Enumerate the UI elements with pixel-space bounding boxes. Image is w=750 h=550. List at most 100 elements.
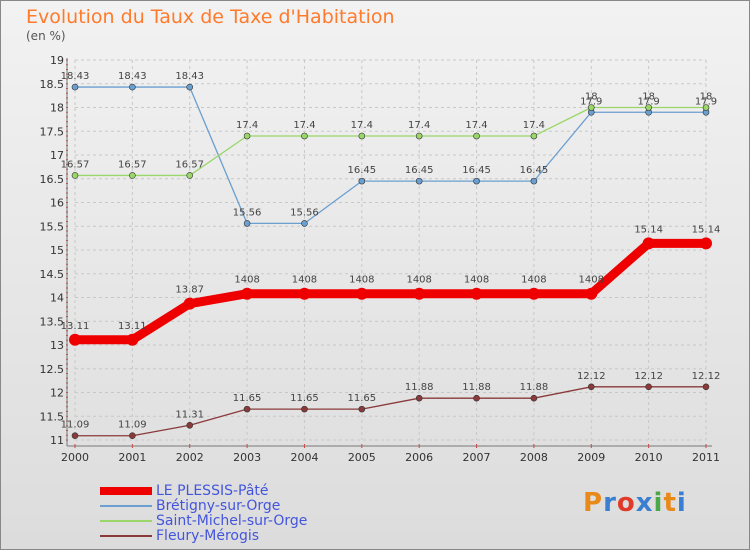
data-point: [186, 421, 194, 429]
data-label: 16.45: [520, 165, 549, 176]
axes: 11 11.5 12 12.5 13 13.5 14 14.5 15 15.5 16 16.5 17 17…: [40, 54, 721, 464]
data-point: [645, 383, 652, 391]
data-point: [358, 132, 366, 140]
data-point: [243, 220, 251, 227]
legend-item: Brétigny-sur-Orge: [100, 498, 340, 514]
data-point: [415, 394, 423, 402]
y-tick-label: 18: [50, 102, 64, 115]
data-point: [530, 394, 538, 402]
y-axis-unit: (en %): [26, 29, 66, 43]
data-point: [69, 333, 81, 346]
x-tick-label: 2011: [692, 451, 720, 464]
y-tick-label: 18.5: [40, 78, 65, 91]
data-label: 1408: [579, 275, 604, 286]
legend-label: Saint-Michel-sur-Orge: [156, 513, 308, 529]
legend-swatch: [100, 487, 152, 495]
data-point: [473, 394, 480, 402]
data-labels: 18.43 18.43 18.43 15.56 15.56 16.45 16.45 16.45…: [61, 71, 721, 431]
data-point: [129, 432, 136, 440]
legend-swatch: [100, 520, 152, 522]
y-tick-label: 16: [50, 197, 64, 210]
data-label: 1408: [292, 275, 317, 286]
data-point: [126, 333, 139, 346]
data-label: 17.4: [293, 120, 315, 131]
data-point: [585, 287, 598, 300]
y-tick-label: 13: [50, 339, 64, 352]
legend-item: Fleury-Mérogis: [100, 528, 340, 544]
data-point: [702, 383, 710, 391]
data-label: 11.31: [175, 409, 204, 420]
data-point: [129, 172, 136, 179]
data-label: 16.45: [405, 165, 434, 176]
grid: [74, 59, 707, 441]
data-point: [587, 104, 595, 111]
y-tick-label: 11: [50, 434, 64, 447]
data-label: 12.12: [692, 371, 721, 382]
data-label: 17.4: [465, 120, 487, 131]
logo-letter: o: [616, 488, 636, 518]
data-label: 13.11: [118, 321, 147, 332]
data-label: 18.43: [118, 71, 147, 82]
data-point: [415, 177, 423, 185]
chart-title: Evolution du Taux de Taxe d'Habitation: [26, 6, 395, 28]
legend-item: Saint-Michel-sur-Orge: [100, 513, 340, 529]
data-label: 17.9: [638, 96, 660, 107]
data-point: [241, 287, 254, 300]
x-tick-label: 2000: [61, 451, 89, 464]
y-tick-label: 17: [50, 149, 64, 162]
data-point: [530, 132, 538, 140]
data-point: [473, 132, 480, 140]
logo-letter: x: [635, 488, 654, 518]
legend: LE PLESSIS-Pâté Brétigny-sur-Orge Saint-Mi…: [100, 483, 340, 544]
data-label: 15.56: [233, 207, 262, 218]
data-point: [298, 287, 311, 300]
data-label: 1408: [349, 275, 374, 286]
data-label: 15.56: [290, 207, 319, 218]
data-label: 18: [700, 92, 713, 103]
data-point: [301, 132, 308, 140]
x-tick-label: 2004: [290, 451, 318, 464]
data-point: [527, 287, 540, 300]
logo-letter: i: [653, 488, 664, 518]
data-label: 12.12: [634, 371, 663, 382]
data-label: 17.4: [523, 120, 545, 131]
y-tick-label: 11.5: [40, 410, 65, 423]
data-point: [358, 177, 366, 185]
x-tick-label: 2002: [176, 451, 204, 464]
x-tick-label: 2008: [520, 451, 548, 464]
data-label: 17.9: [695, 96, 717, 107]
y-tick-label: 19: [50, 54, 64, 67]
x-tick-label: 2006: [405, 451, 433, 464]
legend-label: LE PLESSIS-Pâté: [156, 483, 269, 499]
data-point: [71, 432, 79, 440]
data-point: [301, 405, 308, 413]
data-label: 16.45: [462, 165, 491, 176]
data-point: [415, 132, 423, 140]
series-layer: [69, 83, 712, 440]
data-point: [470, 287, 483, 300]
data-label: 11.88: [520, 382, 549, 393]
data-point: [473, 177, 480, 185]
data-label: 11.88: [405, 382, 434, 393]
data-label: 1408: [234, 275, 259, 286]
data-label: 17.4: [408, 120, 430, 131]
data-label: 11.88: [462, 382, 491, 393]
y-tick-label: 14.5: [40, 268, 65, 281]
data-label: 18: [642, 92, 655, 103]
data-point: [702, 104, 710, 111]
data-point: [243, 132, 251, 140]
data-label: 11.09: [118, 420, 147, 431]
data-label: 15.14: [692, 224, 721, 235]
data-label: 11.65: [347, 393, 376, 404]
series-line: [74, 386, 707, 437]
data-label: 18.43: [61, 71, 90, 82]
data-label: 1408: [406, 275, 431, 286]
legend-label: Brétigny-sur-Orge: [156, 498, 281, 514]
data-point: [413, 287, 426, 300]
y-tick-label: 13.5: [40, 315, 65, 328]
y-tick-label: 12.5: [40, 363, 65, 376]
x-tick-label: 2009: [577, 451, 605, 464]
data-point: [243, 405, 251, 413]
y-tick-label: 15.5: [40, 220, 65, 233]
